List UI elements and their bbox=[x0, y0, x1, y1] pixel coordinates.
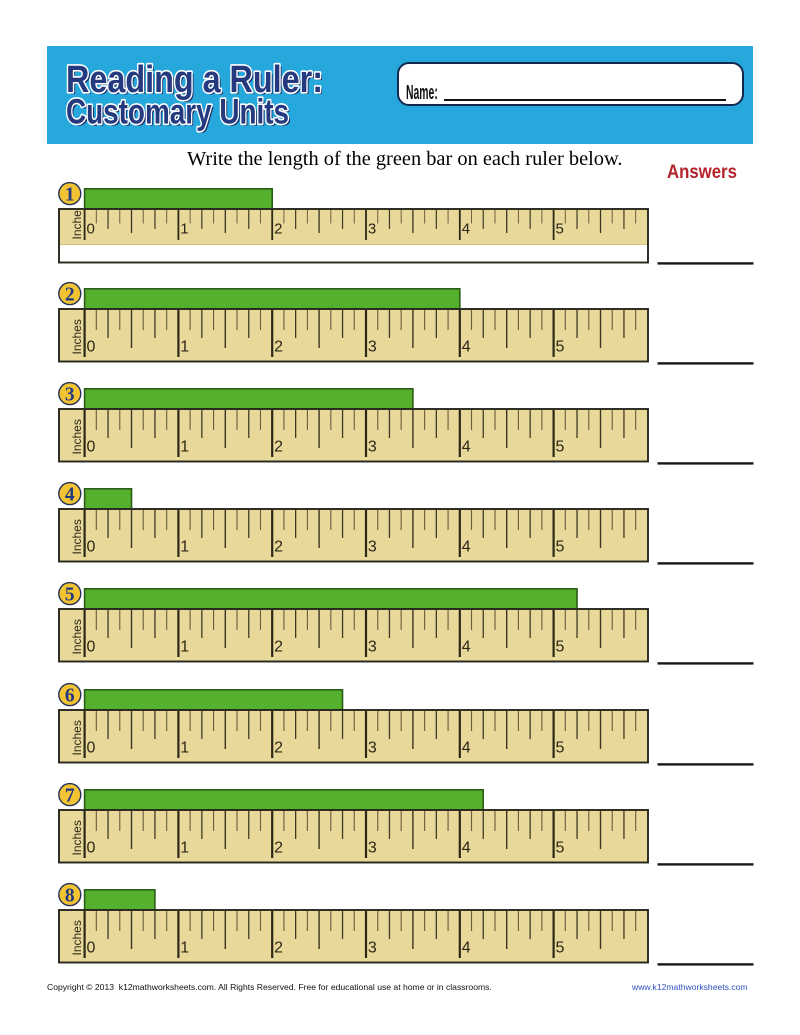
svg-text:1: 1 bbox=[180, 220, 188, 237]
svg-text:2: 2 bbox=[274, 220, 282, 237]
svg-text:Inches: Inches bbox=[70, 419, 84, 454]
svg-text:4: 4 bbox=[65, 485, 75, 506]
svg-text:Inches: Inches bbox=[70, 519, 84, 554]
svg-text:3: 3 bbox=[368, 438, 377, 455]
svg-text:Reading a Ruler:: Reading a Ruler: bbox=[68, 61, 325, 103]
svg-text:5: 5 bbox=[556, 839, 565, 856]
svg-text:3: 3 bbox=[368, 939, 377, 956]
svg-text:2: 2 bbox=[274, 338, 283, 355]
svg-text:1: 1 bbox=[180, 538, 189, 555]
svg-text:2: 2 bbox=[274, 438, 283, 455]
svg-text:3: 3 bbox=[368, 338, 377, 355]
svg-text:3: 3 bbox=[368, 739, 377, 756]
svg-text:0: 0 bbox=[87, 839, 96, 856]
svg-text:0: 0 bbox=[87, 639, 96, 656]
svg-text:Customary Units: Customary Units bbox=[68, 95, 291, 134]
svg-text:8: 8 bbox=[65, 885, 75, 906]
svg-text:0: 0 bbox=[87, 939, 96, 956]
svg-text:5: 5 bbox=[556, 739, 565, 756]
svg-text:6: 6 bbox=[65, 685, 75, 706]
svg-text:Inches: Inches bbox=[70, 720, 84, 755]
svg-text:Reading a Ruler:: Reading a Ruler: bbox=[66, 59, 323, 101]
svg-text:0: 0 bbox=[87, 739, 96, 756]
svg-text:5: 5 bbox=[556, 220, 564, 237]
svg-text:2: 2 bbox=[274, 739, 283, 756]
svg-text:Inches: Inches bbox=[70, 619, 84, 654]
svg-text:1: 1 bbox=[180, 639, 189, 656]
svg-text:Inches: Inches bbox=[70, 319, 84, 354]
svg-text:3: 3 bbox=[65, 384, 75, 405]
svg-text:2: 2 bbox=[274, 538, 283, 555]
svg-text:2: 2 bbox=[274, 939, 283, 956]
svg-text:1: 1 bbox=[180, 739, 189, 756]
svg-text:1: 1 bbox=[180, 338, 189, 355]
svg-text:1: 1 bbox=[180, 939, 189, 956]
svg-text:3: 3 bbox=[368, 639, 377, 656]
svg-text:4: 4 bbox=[462, 939, 471, 956]
svg-text:3: 3 bbox=[368, 538, 377, 555]
svg-text:3: 3 bbox=[368, 220, 376, 237]
svg-text:5: 5 bbox=[556, 939, 565, 956]
svg-text:2: 2 bbox=[274, 639, 283, 656]
svg-text:0: 0 bbox=[87, 220, 95, 237]
svg-text:2: 2 bbox=[274, 839, 283, 856]
svg-text:0: 0 bbox=[87, 538, 96, 555]
svg-text:0: 0 bbox=[87, 438, 96, 455]
svg-text:0: 0 bbox=[87, 338, 96, 355]
svg-text:5: 5 bbox=[556, 438, 565, 455]
svg-text:1: 1 bbox=[180, 438, 189, 455]
svg-text:2: 2 bbox=[65, 284, 75, 305]
svg-text:4: 4 bbox=[462, 438, 471, 455]
svg-text:Inches: Inches bbox=[70, 820, 84, 855]
svg-text:4: 4 bbox=[462, 220, 470, 237]
svg-text:1: 1 bbox=[65, 184, 75, 205]
svg-text:5: 5 bbox=[556, 639, 565, 656]
svg-text:Customary Units: Customary Units bbox=[66, 93, 289, 132]
svg-text:5: 5 bbox=[556, 338, 565, 355]
svg-text:4: 4 bbox=[462, 739, 471, 756]
svg-text:3: 3 bbox=[368, 839, 377, 856]
svg-text:4: 4 bbox=[462, 839, 471, 856]
svg-text:5: 5 bbox=[65, 585, 75, 606]
svg-text:Inches: Inches bbox=[70, 920, 84, 955]
svg-text:4: 4 bbox=[462, 338, 471, 355]
svg-text:4: 4 bbox=[462, 538, 471, 555]
svg-text:5: 5 bbox=[556, 538, 565, 555]
svg-text:Inches: Inches bbox=[70, 204, 84, 239]
svg-text:4: 4 bbox=[462, 639, 471, 656]
svg-text:7: 7 bbox=[65, 785, 75, 806]
svg-text:1: 1 bbox=[180, 839, 189, 856]
